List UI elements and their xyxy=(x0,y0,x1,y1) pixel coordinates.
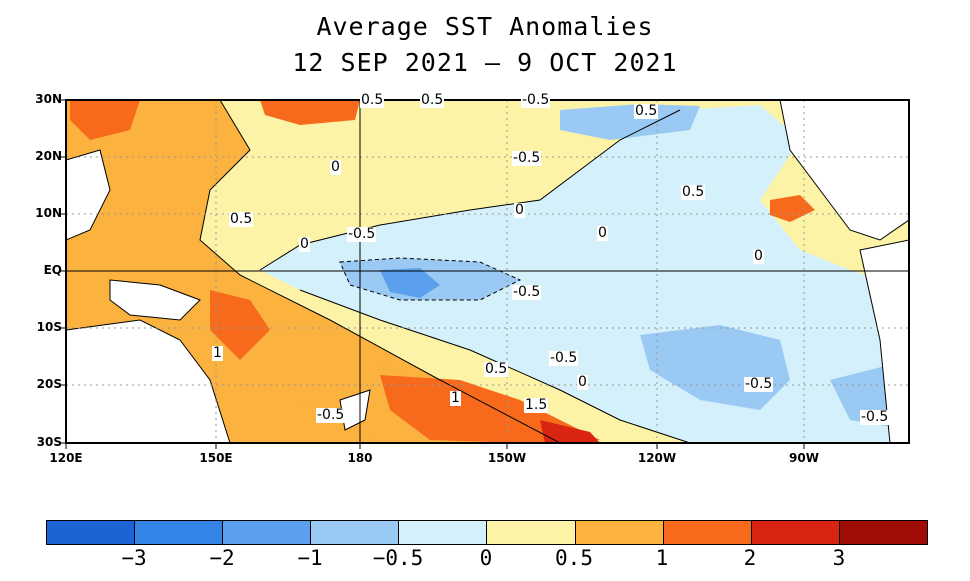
map-title: Average SST Anomalies xyxy=(316,12,654,41)
colorbar-swatch xyxy=(311,521,400,544)
colorbar-tick-label: 0.5 xyxy=(555,546,593,570)
lon-label-150e: 150E xyxy=(199,451,233,465)
lat-label-30s: 30S xyxy=(36,435,62,449)
colorbar-swatch xyxy=(399,521,488,544)
colorbar-tick-label: 3 xyxy=(832,546,846,570)
contour-label: 1 xyxy=(212,345,223,361)
contour-label: 0 xyxy=(577,374,588,390)
contour-label: -0.5 xyxy=(512,150,542,166)
lat-label-30n: 30N xyxy=(35,92,62,106)
negative-contour-line xyxy=(339,257,522,301)
north-america-land xyxy=(779,100,909,241)
contour-label: 0 xyxy=(753,248,764,264)
contour-line xyxy=(299,289,691,443)
contour-label: -0.5 xyxy=(549,350,579,366)
colorbar-tick-label: 2 xyxy=(743,546,757,570)
northwest-warm-patch xyxy=(70,100,140,140)
colorbar-swatch xyxy=(751,521,840,544)
contour-label: 0.5 xyxy=(229,211,254,227)
axis-ticks xyxy=(60,99,805,449)
contour-line xyxy=(199,100,561,443)
contour-label: 0.5 xyxy=(420,92,445,108)
contour-label: 1 xyxy=(450,390,461,406)
contour-label: 1.5 xyxy=(524,397,549,413)
south-america-land xyxy=(859,239,909,443)
colorbar-tick-label: 0 xyxy=(479,546,493,570)
lat-label-20n: 20N xyxy=(35,149,62,163)
contour-label: -0.5 xyxy=(521,92,551,108)
new-guinea-land xyxy=(109,279,201,321)
warm-patch xyxy=(210,290,270,360)
colorbar-swatch xyxy=(663,521,752,544)
contour-label: 0 xyxy=(330,159,341,175)
lat-label-eq: EQ xyxy=(43,263,62,277)
contour-label: -0.5 xyxy=(347,226,377,242)
contour-label: -0.5 xyxy=(316,407,346,423)
colorbar-swatch xyxy=(135,521,224,544)
australia-land xyxy=(66,319,231,443)
lon-label-180: 180 xyxy=(347,451,373,465)
contour-label: 0 xyxy=(514,202,525,218)
lon-label-120w: 120W xyxy=(637,451,677,465)
colorbar-swatch xyxy=(47,521,136,544)
lon-label-120e: 120E xyxy=(49,451,83,465)
colorbar-tick-label: −0.5 xyxy=(372,546,424,570)
contour-label: 0 xyxy=(597,225,608,241)
lon-label-150w: 150W xyxy=(487,451,527,465)
colorbar-tick-label: −1 xyxy=(297,546,323,570)
contour-label: -0.5 xyxy=(512,284,542,300)
colorbar-swatch xyxy=(223,521,312,544)
contour-label: 0.5 xyxy=(634,103,659,119)
contour-label: 0.5 xyxy=(360,92,385,108)
colorbar-tick-label: 1 xyxy=(655,546,669,570)
contour-label: -0.5 xyxy=(744,376,774,392)
moderate-cool-patch xyxy=(560,104,700,140)
colorbar-swatch xyxy=(839,521,927,544)
lat-label-10n: 10N xyxy=(35,206,62,220)
date-range-subtitle: 12 SEP 2021 – 9 OCT 2021 xyxy=(292,48,678,77)
strong-warm-patch xyxy=(540,420,600,443)
strong-cool-core xyxy=(380,268,440,298)
contour-label: 0.5 xyxy=(484,361,509,377)
colorbar-swatch xyxy=(487,521,576,544)
lon-label-90w: 90W xyxy=(789,451,819,465)
lat-label-10s: 10S xyxy=(36,320,62,334)
contour-label: 0.5 xyxy=(681,184,706,200)
colorbar xyxy=(46,520,928,545)
asia-land xyxy=(66,149,111,241)
colorbar-swatch xyxy=(575,521,664,544)
north-warm-patch xyxy=(260,100,360,125)
colorbar-tick-label: −2 xyxy=(209,546,235,570)
colorbar-tick-label: −3 xyxy=(121,546,147,570)
lat-label-20s: 20S xyxy=(36,377,62,391)
contour-label: 0 xyxy=(299,236,310,252)
contour-label: -0.5 xyxy=(860,409,890,425)
